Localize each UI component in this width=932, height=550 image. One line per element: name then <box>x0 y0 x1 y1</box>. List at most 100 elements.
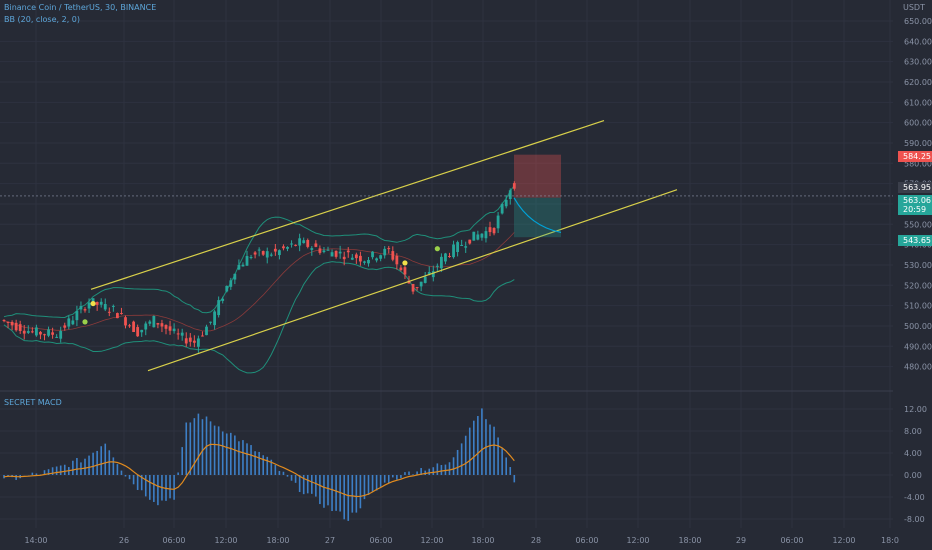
macd-histogram-bar <box>108 450 111 475</box>
price-tick-label: 650.00 <box>904 17 932 26</box>
candle <box>342 256 346 260</box>
candle <box>221 298 225 301</box>
macd-histogram-bar <box>392 475 394 478</box>
price-tick-label: 590.00 <box>904 139 932 148</box>
candle <box>47 329 50 336</box>
candle <box>460 245 464 247</box>
macd-histogram-bar <box>367 475 370 495</box>
candle <box>237 264 241 270</box>
macd-tick-label: -4.00 <box>904 493 925 502</box>
price-tick-label: 580.00 <box>904 159 932 168</box>
macd-histogram-bar <box>347 475 350 521</box>
macd-tick-label: 4.00 <box>904 449 922 458</box>
candle <box>253 252 257 255</box>
time-tick-label: 12:00 <box>626 536 649 545</box>
candle <box>63 325 67 328</box>
macd-histogram-bar <box>242 440 244 475</box>
price-tick-label: 620.00 <box>904 78 932 87</box>
candle <box>363 261 366 263</box>
candle <box>379 255 383 259</box>
price-badge-label: 20:59 <box>903 205 926 214</box>
candle <box>338 251 342 254</box>
time-tick-label: 12:00 <box>420 536 443 545</box>
candle <box>326 249 330 251</box>
candle <box>75 311 79 321</box>
candle <box>192 340 196 343</box>
candle <box>273 248 277 252</box>
channel-lower-line <box>147 189 678 372</box>
macd-histogram-bar <box>112 457 115 475</box>
price-badge <box>898 235 932 246</box>
candle <box>99 301 103 305</box>
macd-histogram-bar <box>383 475 386 483</box>
bollinger-legend: BB (20, close, 2, 0) <box>4 15 80 24</box>
macd-histogram-bar <box>497 437 499 475</box>
macd-tick-label: 12.00 <box>904 405 927 414</box>
macd-histogram-bar <box>400 475 402 479</box>
candle <box>233 273 237 280</box>
macd-histogram-bar <box>513 475 516 483</box>
candle <box>116 313 119 319</box>
candle <box>229 280 233 287</box>
candle <box>209 321 212 323</box>
macd-histogram-bar <box>124 475 127 477</box>
macd-histogram-bar <box>290 475 293 481</box>
macd-histogram-bar <box>302 475 305 495</box>
macd-histogram-bar <box>246 443 248 475</box>
candle <box>201 335 204 337</box>
macd-histogram-bar <box>225 433 228 475</box>
candle <box>35 327 38 336</box>
candle <box>472 231 476 241</box>
time-tick-label: 29 <box>736 536 746 545</box>
candle <box>22 330 26 334</box>
candle <box>330 252 334 257</box>
candle <box>314 243 318 247</box>
candle <box>278 250 281 256</box>
macd-histogram-bar <box>359 475 362 509</box>
candle <box>415 287 419 289</box>
price-badge-label: 584.25 <box>903 152 931 161</box>
candle <box>261 251 265 255</box>
macd-histogram-bar <box>493 426 495 475</box>
candle <box>286 246 289 249</box>
candle <box>440 256 443 269</box>
time-tick-label: 06:00 <box>369 536 392 545</box>
candle <box>180 332 184 336</box>
macd-histogram-bar <box>250 445 252 475</box>
candle <box>496 215 500 229</box>
macd-tick-label: -8.00 <box>904 515 925 524</box>
macd-histogram-bar <box>396 475 398 480</box>
macd-histogram-bar <box>181 447 183 475</box>
candle <box>375 258 378 261</box>
candle <box>51 332 54 335</box>
candle <box>387 248 391 250</box>
macd-histogram-bar <box>319 475 321 505</box>
candle <box>67 318 71 327</box>
macd-histogram-bar <box>63 464 66 475</box>
macd-histogram-bar <box>185 422 188 475</box>
macd-histogram-bar <box>311 475 313 494</box>
candle <box>213 311 216 326</box>
candle <box>265 251 269 258</box>
macd-histogram-bar <box>379 475 382 487</box>
macd-histogram-bar <box>351 475 354 513</box>
projection-curve <box>513 197 562 234</box>
price-tick-label: 530.00 <box>904 261 932 270</box>
candle <box>334 250 338 257</box>
candle <box>419 281 423 287</box>
macd-histogram-bar <box>464 435 467 475</box>
macd-histogram-bar <box>120 470 123 475</box>
candle <box>39 331 42 335</box>
candle <box>294 244 297 246</box>
macd-histogram-bar <box>234 435 236 475</box>
price-tick-label: 600.00 <box>904 119 932 128</box>
time-tick-label: 14:00 <box>24 536 47 545</box>
candle <box>87 302 91 309</box>
candle <box>136 327 140 337</box>
candle <box>484 231 488 239</box>
macd-histogram-bar <box>456 449 459 475</box>
candle <box>306 240 310 247</box>
candle <box>468 239 472 244</box>
macd-histogram-bar <box>355 475 358 513</box>
